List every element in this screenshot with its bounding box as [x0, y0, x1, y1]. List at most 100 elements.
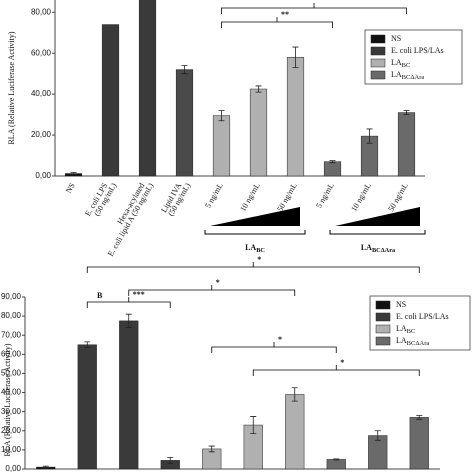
bar — [175, 69, 194, 177]
y-tick-label: 20,00 — [1, 426, 22, 435]
bar — [249, 88, 268, 177]
significance-bracket — [221, 17, 333, 28]
x-tick-label: 10 ng/mL — [238, 181, 262, 213]
legend-swatch — [370, 58, 386, 68]
legend-label: NS — [396, 300, 406, 309]
bar — [286, 57, 305, 177]
x-tick-label: 10 ng/mL — [349, 181, 373, 213]
y-tick-label: 60,00 — [31, 48, 52, 57]
y-tick-label: 90,00 — [1, 292, 22, 301]
x-tick-label: NS — [64, 181, 77, 194]
significance-bracket — [211, 342, 337, 353]
legend-swatch — [375, 300, 391, 310]
legend-name: NS — [391, 34, 401, 43]
error-bar — [70, 172, 77, 175]
error-bar — [374, 430, 381, 441]
significance-label: ** — [281, 10, 289, 19]
error-bar — [416, 415, 423, 420]
error-bar — [366, 128, 373, 144]
bar — [212, 115, 231, 177]
error-bar — [218, 110, 225, 122]
legend-label: LABCΔAra — [396, 336, 429, 348]
legend-sub: BCΔAra — [402, 74, 425, 81]
error-bar — [255, 85, 262, 93]
bar — [397, 112, 416, 177]
legend-name: E. coli LPS/LAs — [391, 46, 444, 55]
bar — [101, 24, 120, 177]
legend-sub: BC — [402, 62, 411, 69]
significance-label: * — [278, 335, 282, 344]
group-label-sub: BC — [256, 247, 265, 254]
legend-name: NS — [396, 300, 406, 309]
group-label: LABCΔAra — [361, 243, 396, 255]
significance-bracket — [252, 365, 420, 376]
error-bar — [403, 110, 410, 116]
error-bar — [250, 416, 257, 435]
x-tick-label: 5 ng/mL — [314, 181, 336, 209]
x-tick-label: 5 ng/mL — [203, 181, 225, 209]
error-bar — [291, 387, 298, 402]
legend-label: LABC — [391, 58, 410, 70]
error-bar — [208, 445, 215, 453]
legend-swatch — [370, 70, 386, 80]
legend-sub: BCΔAra — [407, 340, 430, 347]
significance-label: *** — [133, 290, 145, 299]
significance-bracket — [128, 285, 296, 296]
group-label-main: LA — [361, 243, 372, 252]
legend-swatch — [370, 34, 386, 44]
significance-label: * — [340, 358, 344, 367]
x-tick-label: 50 ng/mL — [386, 181, 410, 213]
y-tick-label: 0,00 — [5, 464, 21, 473]
y-tick-label: 50,00 — [1, 369, 22, 378]
dose-wedge — [335, 207, 420, 226]
error-bar — [125, 313, 132, 328]
y-tick-label: 10,00 — [1, 445, 22, 454]
legend-label: LABCΔAra — [391, 70, 424, 82]
group-label-main: LA — [245, 243, 256, 252]
bar — [326, 459, 346, 470]
legend-swatch — [375, 324, 391, 334]
legend-name: LA — [396, 336, 407, 345]
significance-label: * — [257, 255, 261, 264]
y-tick-label: 80,00 — [31, 7, 52, 16]
error-bar — [42, 465, 49, 469]
error-bar — [181, 65, 188, 75]
y-axis-label: RLA (Relative Luciferase Activity) — [3, 343, 12, 456]
bar — [409, 417, 429, 470]
significance-bracket — [86, 297, 171, 308]
y-tick-label: 0,00 — [35, 171, 51, 180]
y-tick-label: 20,00 — [31, 130, 52, 139]
legend-label: NS — [391, 34, 401, 43]
legend-swatch — [375, 336, 391, 346]
bar — [119, 320, 139, 470]
legend-label: LABC — [396, 324, 415, 336]
bar — [285, 394, 305, 470]
legend-name: LA — [391, 58, 402, 67]
bar — [77, 344, 97, 470]
legend-name: LA — [396, 324, 407, 333]
y-tick-label: 80,00 — [1, 311, 22, 320]
legend-label: E. coli LPS/LAs — [391, 46, 444, 55]
legend-label: E. coli LPS/LAs — [396, 312, 449, 321]
error-bar — [329, 160, 336, 164]
y-tick-label: 70,00 — [1, 330, 22, 339]
group-label: LABC — [245, 243, 265, 255]
error-bar — [333, 458, 340, 461]
bar — [323, 161, 342, 177]
group-label-sub: BCΔAra — [372, 247, 396, 254]
legend-name: E. coli LPS/LAs — [396, 312, 449, 321]
dose-wedge — [210, 207, 300, 226]
legend-swatch — [375, 312, 391, 322]
panel-label: B — [97, 291, 103, 300]
y-tick-label: 40,00 — [1, 388, 22, 397]
error-bar — [167, 457, 174, 464]
y-tick-label: 60,00 — [1, 349, 22, 358]
y-tick-label: 30,00 — [1, 407, 22, 416]
legend-sub: BC — [407, 328, 416, 335]
legend-name: LA — [391, 70, 402, 79]
group-bracket — [204, 230, 426, 235]
y-axis-label: RLA (Relative Luciferase Activity) — [7, 31, 16, 144]
bar — [138, 0, 157, 177]
error-bar — [292, 46, 299, 68]
